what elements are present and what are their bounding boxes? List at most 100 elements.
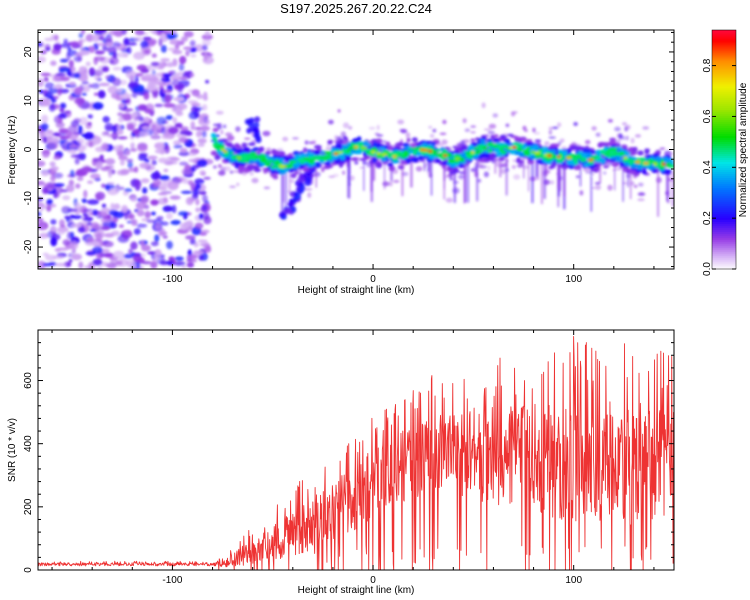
scatter-blob [441, 139, 448, 145]
noise-blob [38, 211, 42, 217]
ridge-peak [392, 155, 396, 158]
scatter-blob [313, 171, 321, 177]
noise-blob [198, 254, 204, 261]
scatter-blob [584, 139, 591, 145]
noise-blob [181, 265, 187, 269]
noise-blob [120, 168, 130, 176]
noise-blob [149, 30, 157, 33]
noise-blob [41, 114, 49, 124]
colorbar-strip [712, 61, 736, 65]
noise-blob [197, 138, 207, 144]
ridge-blob [499, 149, 504, 153]
noise-blob [105, 75, 110, 79]
noise-blob [81, 92, 87, 96]
streak-blob [505, 153, 508, 196]
colorbar-strip [712, 95, 736, 99]
noise-blob [166, 62, 175, 68]
noise-blob [55, 40, 61, 44]
streak-blob [599, 162, 602, 183]
ridge-blob [590, 150, 597, 154]
scatter-blob [470, 131, 476, 134]
scatter-blob [481, 102, 486, 109]
ridge-blob [408, 147, 416, 151]
ridge-blob [474, 150, 482, 155]
side-blob [246, 127, 253, 134]
ridge-blob [239, 157, 248, 162]
noise-blob [162, 235, 168, 239]
scatter-blob [642, 126, 650, 130]
noise-blob [195, 207, 201, 213]
ridge-blob [610, 144, 616, 148]
noise-blob [102, 116, 110, 123]
noise-blob [81, 144, 88, 151]
scatter-blob [548, 129, 553, 135]
ridge-peak [419, 148, 425, 151]
streak-blob [666, 169, 669, 202]
spectrogram-blobs [38, 30, 674, 269]
colorbar-strip [712, 171, 736, 174]
colorbar-strip [712, 209, 736, 212]
ridge-blob [251, 165, 259, 170]
ridge-blob [599, 149, 607, 155]
ridge-blob [295, 162, 301, 167]
noise-blob [108, 209, 119, 216]
scatter-blob [511, 165, 517, 169]
streak-blob [285, 170, 287, 212]
noise-blob [200, 172, 206, 176]
noise-blob [87, 199, 99, 205]
noise-blob [81, 80, 89, 85]
noise-blob [83, 189, 88, 199]
ridge-peak [443, 154, 447, 157]
noise-blob [150, 61, 160, 67]
ridge-blob [400, 160, 405, 164]
ridge-blob [454, 159, 460, 164]
noise-blob [95, 232, 103, 242]
scatter-blob [625, 135, 629, 141]
colorbar-strip [712, 183, 736, 186]
colorbar-strip [712, 75, 736, 79]
colorbar-strip [712, 223, 736, 226]
noise-blob [44, 82, 55, 89]
noise-blob [66, 208, 79, 213]
ridge-blob [476, 144, 485, 150]
ridge-blob [604, 142, 612, 146]
noise-blob [124, 229, 132, 236]
scatter-blob [277, 148, 284, 151]
scatter-blob [561, 146, 568, 150]
streak-blob [348, 154, 351, 186]
noise-blob [158, 157, 169, 164]
noise-blob [202, 194, 208, 203]
noise-blob [145, 38, 157, 46]
noise-blob [78, 32, 84, 39]
ridge-blob [668, 164, 674, 169]
ridge-blob [590, 168, 598, 172]
snr-panel: -100 0 100 0 200 400 600 Height of straight li… [7, 329, 675, 596]
noise-blob [141, 126, 150, 131]
ridge-peak [623, 156, 628, 159]
noise-blob [52, 255, 64, 260]
ridge-blob [441, 165, 447, 169]
scatter-blob [429, 133, 435, 138]
noise-blob [141, 261, 152, 265]
noise-blob [53, 183, 65, 187]
noise-blob [105, 184, 111, 192]
spectrogram-y-tick-label: 0 [23, 146, 34, 152]
scatter-blob [594, 184, 602, 190]
ridge-blob [446, 152, 451, 157]
noise-blob [93, 241, 101, 248]
scatter-blob [573, 122, 578, 126]
noise-blob [39, 232, 49, 239]
ridge-blob [613, 150, 618, 154]
ridge-peak [428, 149, 433, 153]
ridge-blob [600, 157, 606, 161]
streak-blob [383, 159, 386, 190]
ridge-blob [403, 152, 408, 157]
colorbar-strip [712, 33, 736, 37]
noise-blob [202, 44, 208, 51]
noise-blob [142, 36, 152, 41]
colorbar-strip [712, 81, 736, 85]
ridge-blob [573, 165, 581, 171]
noise-blob [190, 102, 201, 107]
noise-blob [158, 64, 165, 70]
scatter-blob [215, 110, 224, 115]
